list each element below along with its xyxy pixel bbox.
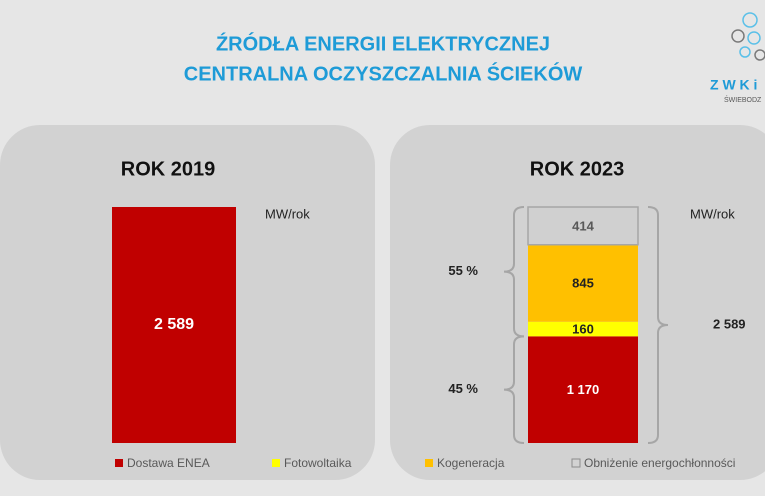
bar-segment (528, 321, 638, 337)
value-label: 1 170 (567, 382, 600, 397)
share-label: 45 % (448, 381, 478, 396)
brace (503, 335, 525, 444)
legend-swatch (115, 459, 123, 467)
title-line: ŹRÓDŁA ENERGII ELEKTRYCZNEJ (216, 31, 550, 55)
title-line: CENTRALNA OCZYSZCZALNIA ŚCIEKÓW (184, 61, 583, 85)
legend-swatch (425, 459, 433, 467)
bar-segment (528, 336, 638, 443)
panel-title: ROK 2023 (530, 158, 625, 180)
bar (112, 207, 236, 443)
share-label: 55 % (448, 263, 478, 278)
logo-text: Z W K i (710, 77, 757, 93)
value-label: 2 589 (154, 316, 194, 333)
logo-drops (731, 12, 765, 61)
legend-label: Obniżenie energochłonności (584, 456, 735, 470)
panel-title: ROK 2019 (121, 158, 216, 180)
legend-label: Fotowoltaika (284, 456, 352, 470)
bar-segment (527, 206, 639, 246)
value-label: 160 (572, 321, 594, 336)
logo-subtext: ŚWIEBODZ (724, 95, 762, 104)
legend-label: Dostawa ENEA (127, 456, 210, 470)
unit-label: MW/rok (690, 206, 735, 221)
brace (647, 206, 669, 444)
legend-swatch (571, 458, 581, 468)
legend-label: Kogeneracja (437, 456, 505, 470)
total-label: 2 589 (713, 316, 746, 331)
legend-swatch (272, 459, 280, 467)
value-label: 845 (572, 276, 594, 291)
value-label: 414 (572, 218, 594, 233)
brace (503, 206, 525, 338)
unit-label: MW/rok (265, 206, 310, 221)
bar-segment (528, 244, 638, 322)
